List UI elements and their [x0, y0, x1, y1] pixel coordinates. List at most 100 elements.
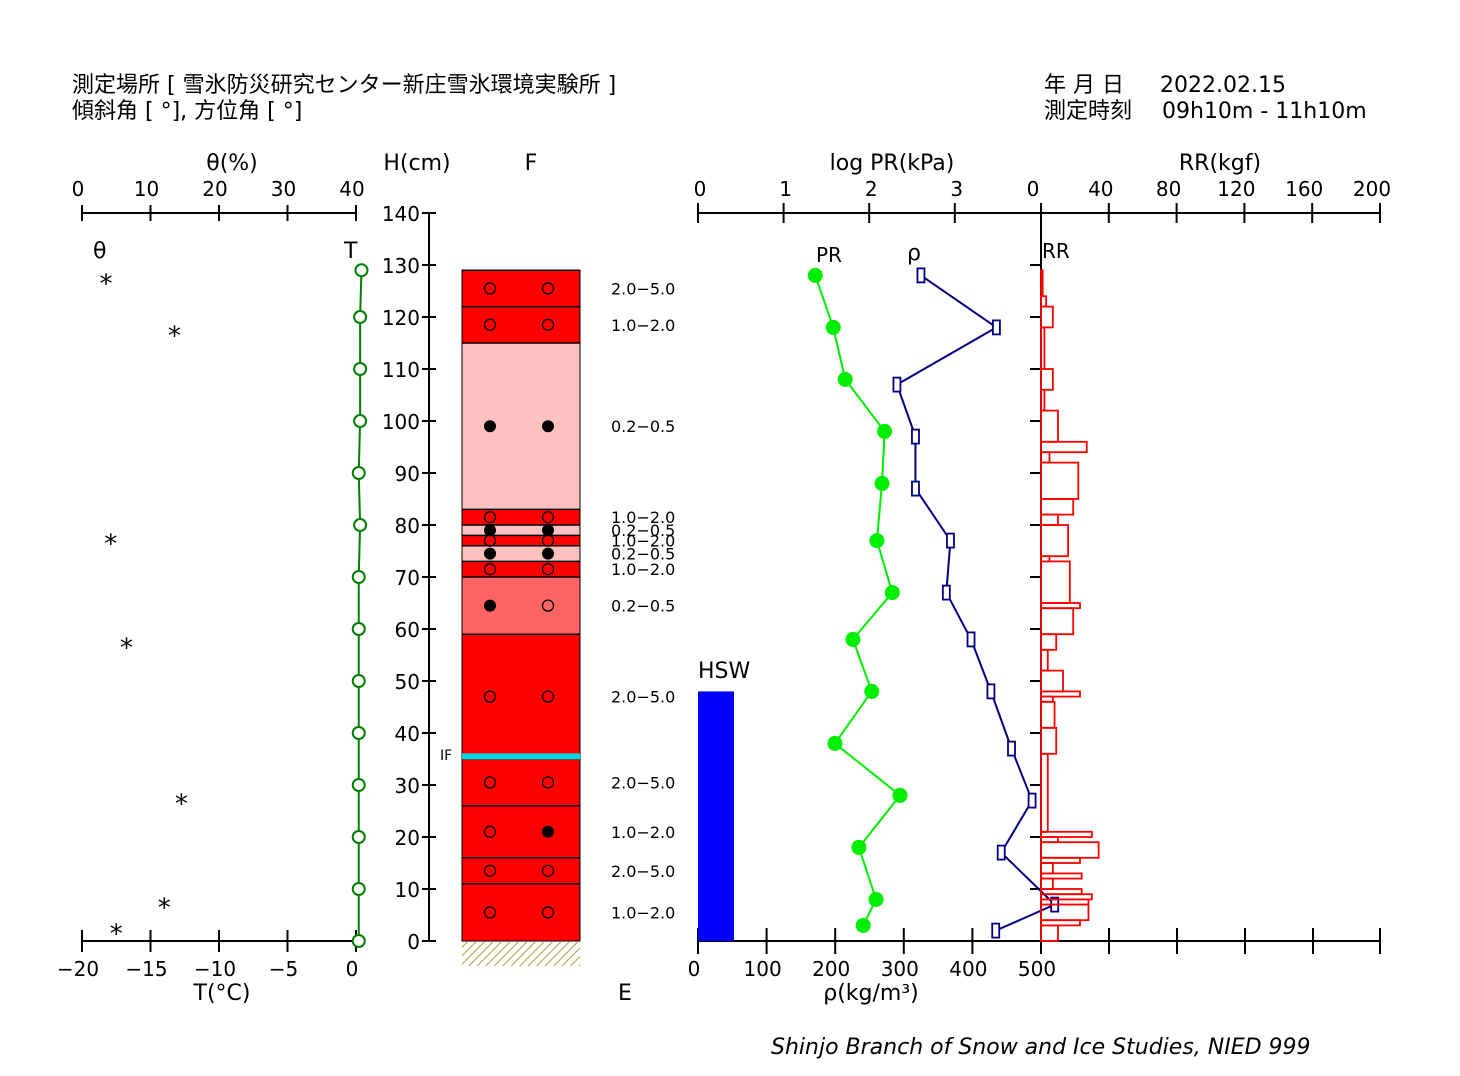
- theta-point: *: [110, 920, 123, 950]
- grain-symbol-open: [483, 534, 497, 547]
- grain-symbol-solid: [484, 547, 496, 560]
- rr-axis-title: RR(kgf): [1179, 151, 1261, 176]
- snow-layer: [462, 306, 580, 343]
- rr-bar: [1040, 295, 1047, 308]
- pr-tick-label: 0: [694, 177, 707, 201]
- height-tick-label: 140: [382, 202, 420, 226]
- density-tick-label: 200: [812, 957, 850, 981]
- rr-bar: [1040, 305, 1054, 329]
- height-tick-label: 90: [395, 462, 420, 486]
- grain-symbol-open: [541, 563, 555, 576]
- rr-bar: [1040, 451, 1051, 464]
- hsw-bar: [698, 691, 734, 941]
- rr-bar: [1040, 524, 1070, 558]
- hsw-label: HSW: [698, 659, 751, 684]
- rr-bar: [1040, 726, 1058, 755]
- pr-point: [884, 585, 900, 601]
- grain-size-label: 2.0−5.0: [611, 773, 675, 792]
- rr-tick-label: 80: [1156, 177, 1181, 201]
- temperature-line: [357, 270, 363, 941]
- theta-axis-title: θ(%): [206, 151, 258, 176]
- rr-bar: [1040, 856, 1081, 864]
- temperature-tick-label: −10: [194, 957, 236, 981]
- grain-size-label: 1.0−2.0: [611, 903, 675, 922]
- height-tick-label: 10: [395, 878, 420, 902]
- pr-point: [877, 423, 893, 439]
- grain-size-label: 2.0−5.0: [611, 279, 675, 298]
- grain-size-label: 1.0−2.0: [611, 560, 675, 579]
- rr-bar: [1040, 409, 1059, 443]
- rr-bar: [1040, 669, 1064, 693]
- density-series-label: ρ: [907, 241, 921, 266]
- grain-symbol-open: [541, 318, 555, 331]
- density-point: [911, 480, 920, 497]
- grain-symbol-open: [541, 776, 555, 789]
- rr-bar: [1040, 461, 1080, 500]
- temperature-point: [351, 882, 366, 896]
- pr-line: [814, 275, 902, 926]
- grain-size-label: 2.0−5.0: [611, 862, 675, 881]
- grain-symbol-open: [541, 511, 555, 524]
- temperature-point: [353, 414, 368, 428]
- rr-tick-label: 40: [1088, 177, 1113, 201]
- temperature-tick-label: −5: [269, 957, 298, 981]
- density-point: [941, 584, 951, 601]
- grain-symbol-open: [541, 690, 555, 703]
- grain-symbol-solid: [542, 524, 554, 537]
- pr-point: [855, 917, 871, 933]
- grain-size-label: 2.0−5.0: [611, 688, 675, 707]
- height-tick-label: 20: [395, 826, 420, 850]
- snow-layer: [462, 545, 580, 562]
- rr-bar: [1040, 498, 1075, 516]
- pr-tick-label: 3: [950, 177, 963, 201]
- grain-symbol-open: [541, 599, 555, 612]
- grain-symbol-open: [541, 864, 555, 877]
- snow-layer: [462, 577, 580, 635]
- grain-symbol-open: [483, 511, 497, 524]
- snow-layer: [462, 805, 580, 858]
- rr-bar: [1040, 388, 1046, 412]
- theta-point: *: [99, 270, 112, 300]
- height-tick-label: 120: [382, 306, 420, 330]
- temperature-point: [351, 726, 366, 740]
- density-point: [892, 376, 902, 393]
- pr-point: [868, 891, 884, 907]
- ice-film-label: IF: [440, 748, 452, 764]
- pr-point: [827, 735, 843, 751]
- ground-hatch: [462, 942, 580, 966]
- grain-size-label: 1.0−2.0: [611, 316, 675, 335]
- rr-bar: [1040, 560, 1071, 604]
- temperature-point: [351, 778, 366, 792]
- pr-tick-label: 2: [865, 177, 878, 201]
- ice-film: [462, 753, 580, 760]
- temperature-point: [351, 570, 366, 584]
- density-point: [966, 631, 976, 648]
- rr-tick-label: 160: [1285, 177, 1323, 201]
- temperature-point: [351, 674, 366, 688]
- height-tick-label: 60: [395, 618, 420, 642]
- rr-bar: [1040, 368, 1054, 391]
- rr-bar: [1040, 830, 1093, 838]
- density-tick-label: 500: [1018, 957, 1056, 981]
- theta-series-label: θ: [93, 239, 106, 264]
- grain-symbol-open: [483, 825, 497, 838]
- density-tick-label: 300: [881, 957, 919, 981]
- temperature-axis-title: T(°C): [193, 981, 251, 1006]
- rr-series-label: RR: [1042, 239, 1070, 263]
- snow-layer: [462, 343, 580, 510]
- density-point: [1007, 740, 1016, 757]
- theta-point: *: [104, 530, 117, 560]
- density-point: [911, 428, 920, 445]
- height-tick-label: 30: [395, 774, 420, 798]
- hardness-axis-title: E: [618, 981, 632, 1006]
- rr-bar: [1040, 924, 1059, 942]
- grain-size-label: 1.0−2.0: [611, 532, 675, 551]
- snow-layer: [462, 535, 580, 546]
- rr-tick-label: 120: [1217, 177, 1255, 201]
- pr-point: [837, 371, 853, 387]
- snow-layer: [462, 270, 580, 307]
- density-point: [1027, 792, 1037, 809]
- temperature-series-label: T: [343, 239, 358, 264]
- date-value: 2022.02.15: [1160, 73, 1286, 98]
- pr-axis-title: log PR(kPa): [830, 151, 955, 176]
